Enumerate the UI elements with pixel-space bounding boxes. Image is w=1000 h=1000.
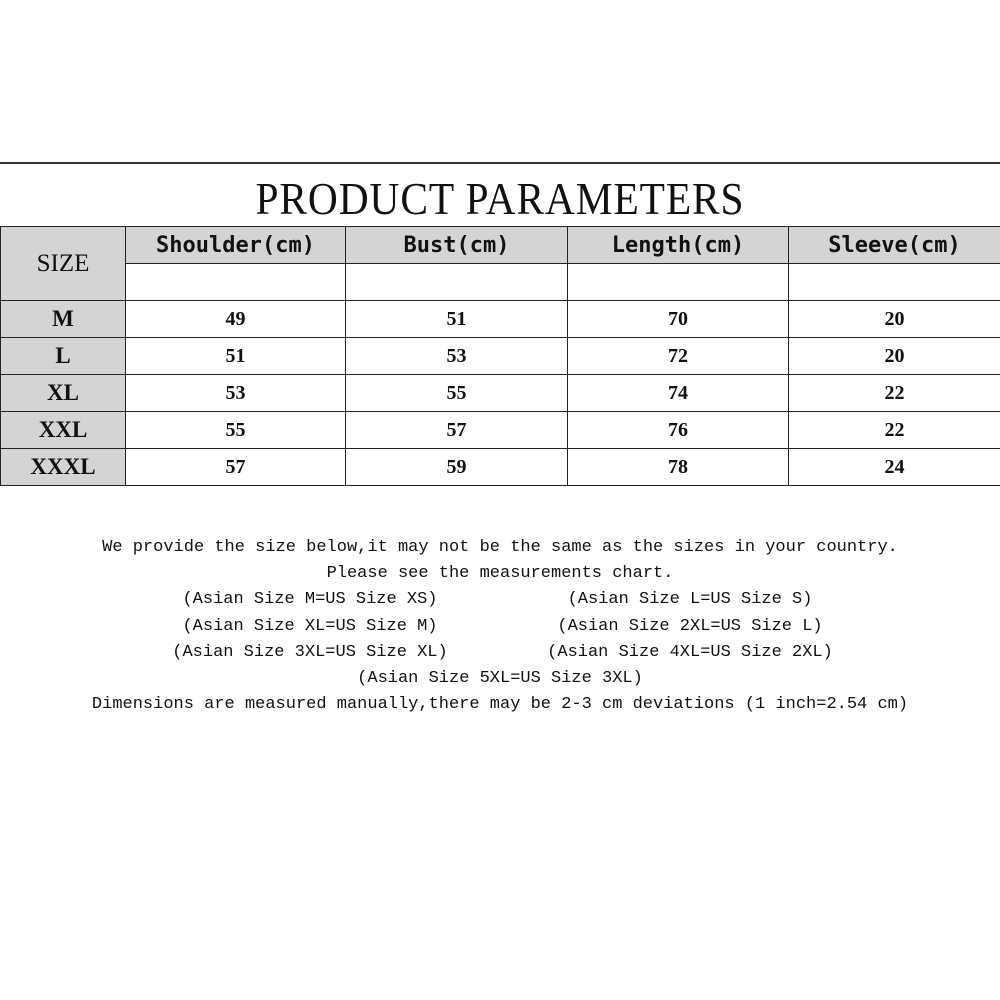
measurement-cell: 53 — [345, 337, 568, 375]
conversion-line: (Asian Size 3XL=US Size XL) (Asian Size 4… — [0, 640, 1000, 666]
size-column-header: SIZE — [0, 226, 126, 301]
size-label: XL — [0, 374, 126, 412]
intro-note: We provide the size below,it may not be … — [102, 538, 898, 557]
measurement-cell: 51 — [345, 300, 568, 338]
measurement-cell: 49 — [125, 300, 346, 338]
measurement-cell: 57 — [345, 411, 568, 449]
table-header-row: SIZE Shoulder(cm) Bust(cm) Length(cm) Sl… — [0, 226, 1000, 301]
conversion-note: (Asian Size M=US Size XS) — [182, 590, 438, 610]
chart-hint-note: Please see the measurements chart. — [326, 564, 674, 584]
size-label: XXXL — [0, 448, 126, 486]
conversion-note: (Asian Size L=US Size S) — [567, 590, 813, 610]
measurement-cell: 70 — [567, 300, 789, 338]
conversion-note: (Asian Size XL=US Size M) — [182, 616, 438, 636]
top-divider — [0, 162, 1000, 164]
blank-cell — [125, 263, 346, 301]
column-header-sleeve: Sleeve(cm) — [788, 226, 1000, 264]
conversion-note: (Asian Size 3XL=US Size XL) — [172, 642, 448, 662]
blank-cell — [345, 263, 568, 301]
blank-cell — [788, 263, 1000, 301]
measurement-cell: 59 — [345, 448, 568, 486]
conversion-line: (Asian Size XL=US Size M) (Asian Size 2XL… — [0, 614, 1000, 640]
conversion-note: (Asian Size 4XL=US Size 2XL) — [547, 642, 833, 662]
conversion-line: (Asian Size M=US Size XS) (Asian Size L=U… — [0, 587, 1000, 613]
measurement-cell: 20 — [788, 337, 1000, 375]
measurement-cell: 20 — [788, 300, 1000, 338]
table-row: XL 53 55 74 22 — [0, 374, 1000, 412]
table-row: XXXL 57 59 78 24 — [0, 448, 1000, 486]
size-label: L — [0, 337, 126, 375]
disclaimer-note: Dimensions are measured manually,there m… — [91, 695, 909, 715]
table-row: L 51 53 72 20 — [0, 337, 1000, 375]
measurement-cell: 22 — [788, 374, 1000, 412]
measurement-cell: 74 — [567, 374, 789, 412]
column-header-length: Length(cm) — [567, 226, 789, 264]
page-title: PRODUCT PARAMETERS — [255, 173, 745, 224]
measurement-cell: 55 — [345, 374, 568, 412]
measurement-cell: 78 — [567, 448, 789, 486]
measurement-cell: 51 — [125, 337, 346, 375]
conversion-note: (Asian Size 2XL=US Size L) — [557, 616, 823, 636]
measurement-cell: 53 — [125, 374, 346, 412]
measurement-cell: 55 — [125, 411, 346, 449]
size-label: M — [0, 300, 126, 338]
measurement-cell: 76 — [567, 411, 789, 449]
measurement-cell: 22 — [788, 411, 1000, 449]
table-row: M 49 51 70 20 — [0, 300, 1000, 338]
column-header-shoulder: Shoulder(cm) — [125, 226, 346, 264]
measurement-cell: 57 — [125, 448, 346, 486]
size-notes: We provide the size below,it may not be … — [0, 535, 1000, 718]
size-label: XXL — [0, 411, 126, 449]
conversion-note: (Asian Size 5XL=US Size 3XL) — [357, 669, 643, 689]
column-header-bust: Bust(cm) — [345, 226, 568, 264]
blank-cell — [567, 263, 789, 301]
size-chart-table: SIZE Shoulder(cm) Bust(cm) Length(cm) Sl… — [0, 226, 1000, 486]
measurement-cell: 72 — [567, 337, 789, 375]
table-row: XXL 55 57 76 22 — [0, 411, 1000, 449]
blank-subheader-row — [1, 263, 1000, 301]
measurement-cell: 24 — [788, 448, 1000, 486]
